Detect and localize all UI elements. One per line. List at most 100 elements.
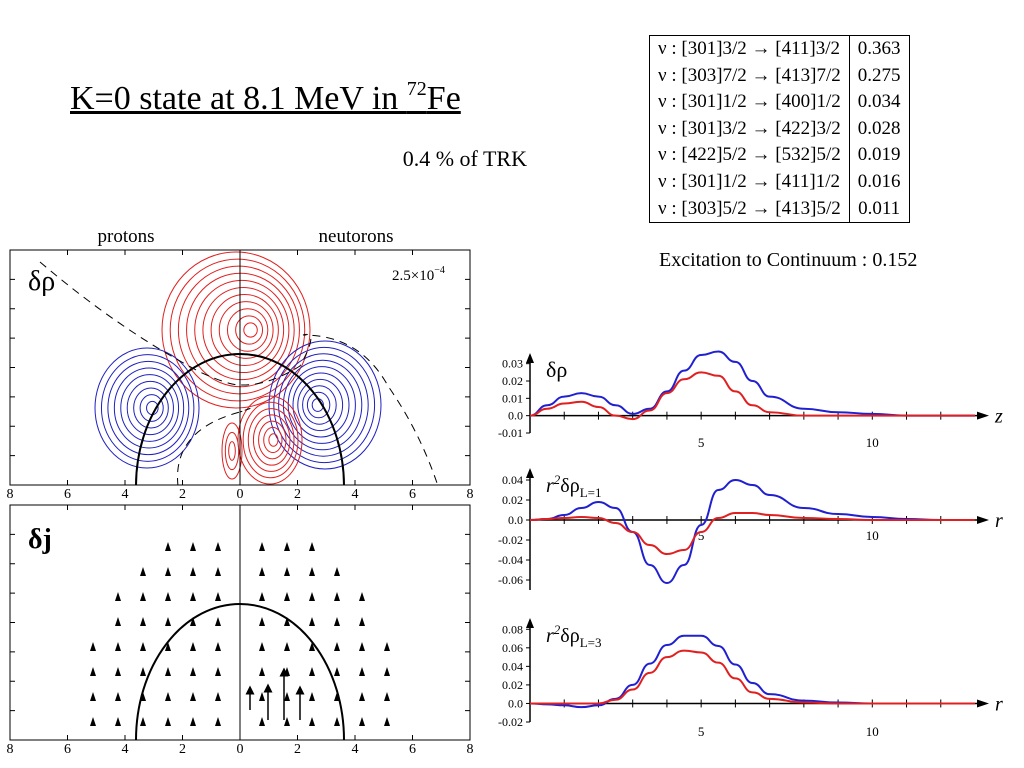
current-arrow — [309, 667, 315, 676]
contour-line — [237, 395, 303, 485]
current-arrow — [384, 642, 390, 651]
transition-row: ν : [301]1/2 → [411]1/2 0.016 — [650, 168, 909, 196]
transition-row: ν : [303]7/2 → [413]7/2 0.275 — [650, 62, 909, 90]
current-arrow — [259, 567, 265, 576]
contour-line — [243, 322, 258, 338]
y-tick-label: 0.0 — [508, 696, 523, 710]
current-arrow — [215, 642, 221, 651]
contour-line — [113, 367, 185, 449]
current-arrow — [309, 642, 315, 651]
y-axis-arrow — [526, 468, 534, 478]
current-arrow — [90, 692, 96, 701]
current-arrow — [165, 667, 171, 676]
contour-scale: 2.5×10−4 — [392, 265, 445, 284]
contour-line — [100, 354, 195, 462]
current-arrow — [359, 667, 365, 676]
blue-series-line — [529, 350, 975, 417]
x-tick-label: 5 — [698, 528, 705, 543]
current-arrow — [309, 692, 315, 701]
current-arrow — [334, 642, 340, 651]
contour-line — [202, 286, 285, 374]
contour-line — [94, 347, 200, 469]
x-tick-label: 4 — [352, 742, 359, 757]
current-arrow — [90, 667, 96, 676]
contour-line — [302, 385, 337, 425]
red-series-line — [529, 512, 975, 556]
current-arrow — [90, 717, 96, 726]
red-series-line — [530, 649, 975, 705]
current-arrow — [259, 717, 265, 726]
current-arrow — [140, 617, 146, 626]
transition-value: 0.019 — [848, 142, 909, 169]
neutrons-label: neutorons — [319, 226, 394, 247]
contour-line — [268, 433, 279, 447]
transition-label: ν : [303]5/2 → [413]5/2 — [658, 197, 841, 219]
current-arrow — [309, 567, 315, 576]
current-arrow — [165, 617, 171, 626]
contour-line — [306, 391, 331, 419]
current-arrow — [215, 717, 221, 726]
current-arrow — [215, 617, 221, 626]
y-tick-label: 0.0 — [508, 513, 523, 527]
panel-label: r2δρL=3 — [546, 622, 601, 650]
current-arrow — [284, 692, 290, 701]
current-arrow — [359, 617, 365, 626]
current-arrow — [384, 667, 390, 676]
x-tick-label: 10 — [866, 724, 879, 739]
x-tick-label: 5 — [698, 724, 705, 739]
transition-value: 0.363 — [848, 35, 909, 63]
transition-value: 0.011 — [848, 195, 909, 223]
current-arrow — [334, 667, 340, 676]
current-arrow — [284, 642, 290, 651]
contour-line — [273, 346, 376, 464]
transition-table: ν : [301]3/2 → [411]3/2 0.363 ν : [303]7/2… — [649, 35, 910, 224]
contour-line — [133, 387, 169, 429]
x-tick-label: 8 — [467, 487, 474, 502]
axis-variable: r — [995, 510, 1003, 532]
current-arrow — [215, 567, 221, 576]
delta-j-label: δj — [28, 524, 52, 555]
contour-line — [126, 380, 174, 436]
current-arrow — [309, 592, 315, 601]
x-tick-label: 6 — [64, 487, 71, 502]
current-arrow — [334, 567, 340, 576]
transition-label: ν : [422]5/2 → [532]5/2 — [658, 144, 841, 166]
current-arrow — [115, 667, 121, 676]
current-arrow — [259, 692, 265, 701]
y-tick-label: 0.02 — [502, 678, 523, 692]
y-tick-label: -0.06 — [498, 573, 523, 587]
current-arrow — [359, 642, 365, 651]
mass-number: 72 — [406, 78, 427, 100]
current-arrow — [165, 692, 171, 701]
current-arrow — [284, 667, 290, 676]
x-tick-label: 8 — [467, 742, 474, 757]
delta-rho-label: δρ — [28, 266, 55, 297]
contour-line — [221, 422, 243, 480]
title-text: K=0 state at 8.1 MeV in — [70, 80, 407, 117]
current-arrow — [259, 592, 265, 601]
current-arrow — [140, 592, 146, 601]
panel-label: δρ — [546, 357, 567, 382]
profile-plot: r 0.04 0.02 0.0 -0.02 -0.04 -0.06 5 10 r2δρL=1 — [498, 468, 1003, 590]
current-arrow — [165, 542, 171, 551]
y-tick-label: 0.03 — [502, 357, 523, 371]
contour-line — [169, 258, 306, 402]
current-arrow — [215, 692, 221, 701]
transition-label: ν : [303]7/2 → [413]7/2 — [658, 64, 841, 86]
y-axis-arrow — [526, 353, 534, 363]
contour-line — [247, 408, 295, 472]
x-axis-arrow — [977, 516, 989, 524]
transition-value: 0.028 — [848, 115, 909, 143]
blue-series-line — [529, 478, 975, 585]
y-tick-label: 0.06 — [502, 641, 523, 655]
profile-plot: z 0.03 0.02 0.01 0.0 -0.01 5 10 δρ — [498, 350, 1003, 450]
current-vectors — [90, 542, 390, 740]
y-tick-label: -0.01 — [498, 426, 523, 440]
contour-line — [177, 265, 300, 395]
x-tick-label: 0 — [237, 742, 244, 757]
current-arrow — [309, 617, 315, 626]
axis-variable: r — [995, 693, 1003, 715]
y-tick-label: -0.04 — [498, 553, 523, 567]
contour-line — [282, 359, 363, 451]
